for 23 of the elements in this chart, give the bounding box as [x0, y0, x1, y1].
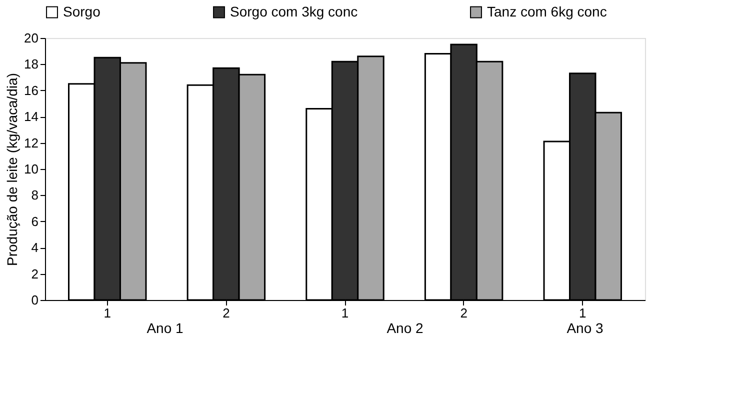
y-tick-label: 10 [24, 162, 38, 176]
y-tick-label: 0 [31, 292, 38, 308]
x-tick-label: 1 [104, 306, 111, 320]
x-tick-label: 1 [579, 306, 586, 320]
text: Ano 1 [146, 320, 184, 336]
y-tick-label: 16 [24, 82, 38, 98]
legend-label: Tanz com 6kg conc [487, 3, 607, 20]
y-tick-label: 14 [24, 109, 38, 124]
y-tick-label: 4 [31, 240, 38, 256]
y-tick-label: 2 [31, 266, 38, 282]
x-tick-label: 2 [222, 306, 230, 320]
y-tick-label: 18 [24, 56, 38, 72]
y-tick-label: 6 [31, 214, 38, 229]
y-axis-title: Produção de leite (kg/vaca/dia) [4, 73, 20, 266]
text: Ano 2 [386, 320, 424, 336]
x-tick-label: 2 [460, 306, 468, 320]
y-tick-label: 12 [24, 135, 38, 150]
x-tick-label: 1 [341, 306, 349, 320]
y-tick-label: 8 [31, 188, 38, 203]
legend-label: Sorgo com 3kg conc [230, 3, 358, 20]
text: Ano 3 [566, 320, 604, 336]
y-tick-label: 20 [24, 30, 38, 46]
legend-label: Sorgo [63, 3, 101, 20]
